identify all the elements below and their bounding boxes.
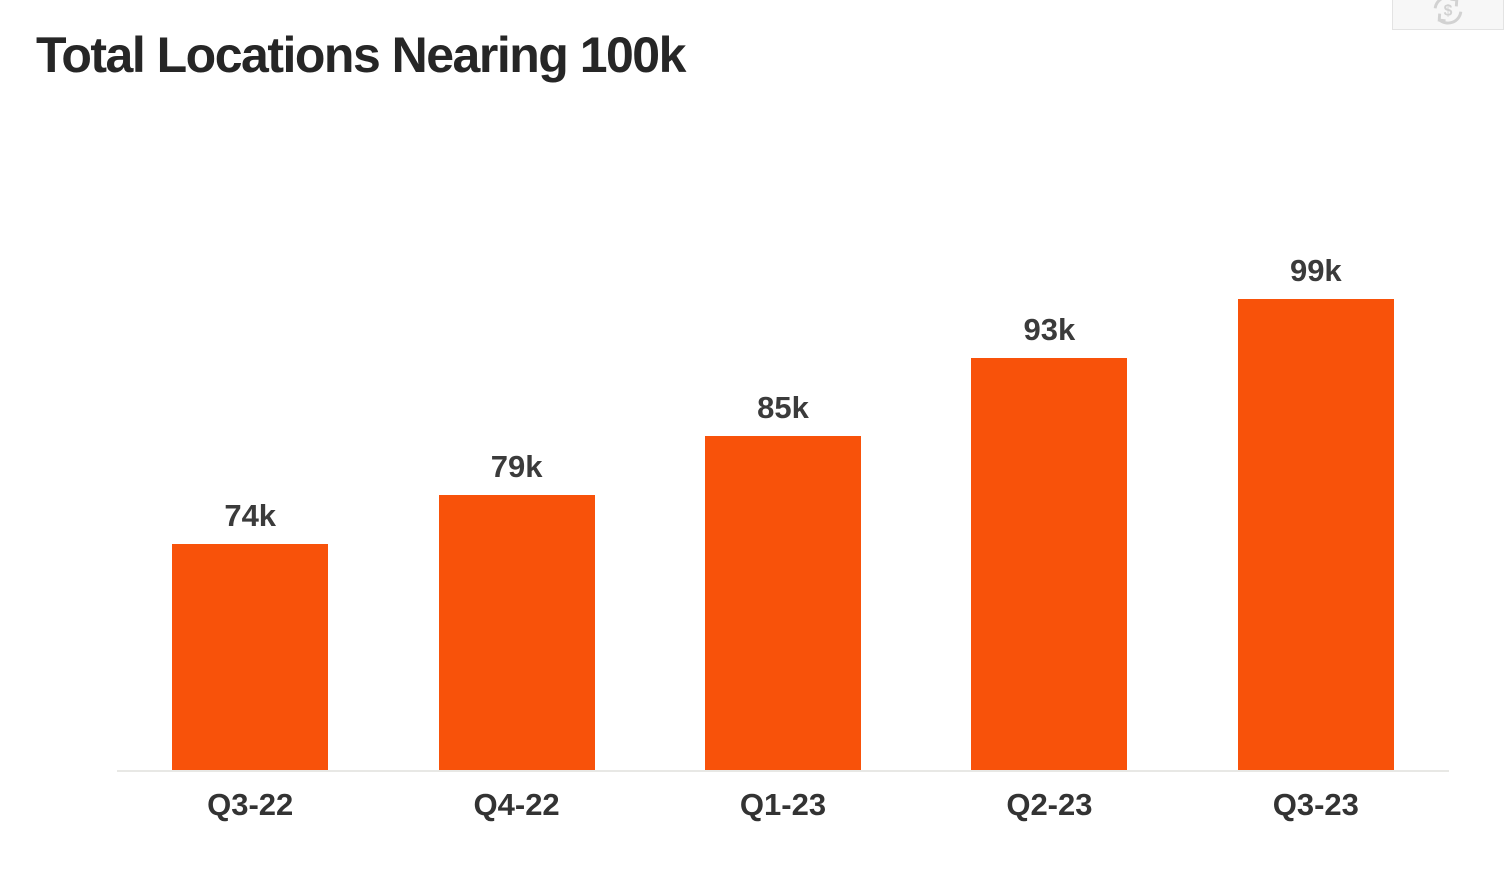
bar [971, 358, 1128, 770]
bar-value-label: 93k [1023, 312, 1076, 347]
bar-value-label: 74k [224, 498, 277, 533]
bar [172, 544, 329, 770]
x-axis-label: Q3-22 [207, 787, 294, 822]
monetize-button[interactable]: $ [1392, 0, 1504, 30]
bar-chart: 74k 79k 85k 93k 99k Q3-22 Q4-22 Q1-23 Q2-23 Q3-2… [117, 250, 1449, 820]
chart-title: Total Locations Nearing 100k [36, 27, 686, 83]
currency-refresh-icon: $ [1433, 0, 1463, 25]
x-axis-label: Q1-23 [739, 787, 827, 822]
bar [1237, 299, 1394, 770]
bar-column: 93k [916, 250, 1182, 770]
svg-text:$: $ [1444, 2, 1453, 19]
bar-column: 79k [383, 250, 649, 770]
bar-column: 99k [1183, 250, 1449, 770]
plot-area: 74k 79k 85k 93k 99k [117, 250, 1449, 772]
x-axis-labels: Q3-22 Q4-22 Q1-23 Q2-23 Q3-23 [117, 789, 1449, 820]
x-axis-label: Q2-23 [1006, 787, 1093, 822]
bar [705, 436, 862, 770]
bar-value-label: 99k [1289, 253, 1342, 288]
bar-column: 85k [650, 250, 916, 770]
x-axis-label: Q4-22 [473, 787, 560, 822]
bar-column: 74k [117, 250, 383, 770]
x-axis-label: Q3-23 [1272, 787, 1359, 822]
bar-value-label: 79k [490, 449, 543, 484]
bar [438, 495, 595, 770]
bar-value-label: 85k [757, 390, 809, 425]
